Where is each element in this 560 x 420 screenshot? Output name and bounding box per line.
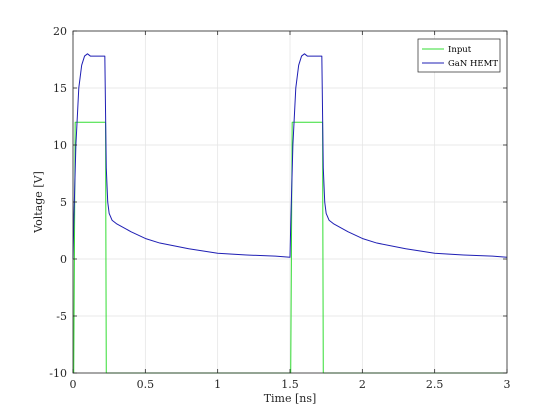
x-tick-label: 1 — [214, 378, 221, 391]
y-axis-label: Voltage [V] — [32, 171, 45, 234]
legend-label-gan-hemt: GaN HEMT — [448, 59, 498, 69]
x-tick-label: 2.5 — [426, 378, 444, 391]
y-tick-label: -5 — [56, 310, 67, 323]
y-tick-label: 10 — [53, 139, 67, 152]
legend: Input GaN HEMT — [417, 38, 501, 73]
ticks — [72, 30, 508, 374]
x-tick-label: 0.5 — [137, 378, 155, 391]
x-tick-label: 0 — [70, 378, 77, 391]
legend-box — [417, 38, 501, 73]
series-line-gan-hemt — [72, 53, 508, 260]
x-tick-labels: 0 0.5 1 1.5 2 2.5 3 — [70, 378, 511, 391]
x-tick-label: 3 — [504, 378, 511, 391]
y-tick-label: 5 — [60, 196, 67, 209]
y-tick-label: 0 — [60, 253, 67, 266]
y-tick-labels: -10 -5 0 5 10 15 20 — [49, 25, 67, 380]
x-tick-label: 2 — [359, 378, 366, 391]
y-tick-label: -10 — [49, 367, 67, 380]
y-tick-label: 20 — [53, 25, 67, 38]
x-axis-label: Time [ns] — [264, 392, 317, 405]
legend-label-input: Input — [448, 45, 472, 55]
y-tick-label: 15 — [53, 82, 67, 95]
x-tick-label: 1.5 — [281, 378, 299, 391]
